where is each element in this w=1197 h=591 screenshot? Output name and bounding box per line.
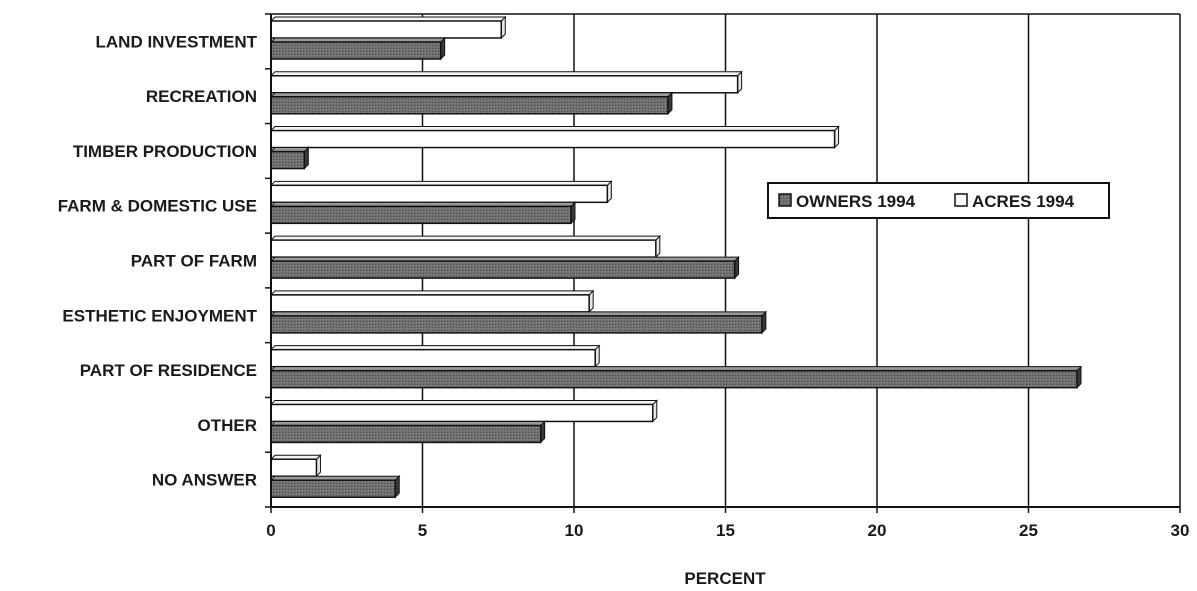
- owners-bar: [270, 260, 736, 279]
- acres-bar: [270, 294, 590, 313]
- owners-bar: [270, 315, 763, 334]
- axes: [265, 13, 1181, 513]
- category-labels: LAND INVESTMENT RECREATION TIMBER PRODUCTI…: [58, 32, 258, 489]
- legend-acres-label: ACRES 1994: [972, 192, 1075, 211]
- acres-bar: [270, 129, 836, 149]
- x-tick-label: 30: [1171, 521, 1190, 540]
- acres-bar: [270, 403, 654, 423]
- acres-bar: [270, 458, 318, 477]
- legend-acres-swatch: [954, 193, 968, 207]
- category-label: TIMBER PRODUCTION: [73, 142, 257, 161]
- owners-bar: [270, 369, 1078, 389]
- acres-bar: [270, 348, 596, 368]
- tick-labels: 0 5 10 15 20 25 30: [266, 521, 1189, 540]
- acres-bar: [270, 75, 739, 94]
- category-label: RECREATION: [146, 87, 257, 106]
- category-label: PART OF FARM: [131, 252, 257, 271]
- category-label: FARM & DOMESTIC USE: [58, 197, 257, 216]
- acres-bar: [270, 184, 609, 204]
- category-label: PART OF RESIDENCE: [80, 361, 257, 380]
- category-label: LAND INVESTMENT: [96, 32, 258, 51]
- legend-owners-swatch: [778, 193, 792, 207]
- owners-bar: [270, 150, 306, 170]
- category-label: OTHER: [198, 416, 258, 435]
- legend-box: [767, 182, 1110, 219]
- x-tick-label: 25: [1019, 521, 1038, 540]
- owners-bar: [270, 205, 572, 225]
- x-tick-label: 0: [266, 521, 275, 540]
- owners-bar: [270, 479, 396, 498]
- category-label: NO ANSWER: [152, 471, 257, 490]
- bars: [269, 15, 1083, 499]
- acres-bar: [270, 20, 503, 39]
- x-tick-label: 10: [565, 521, 584, 540]
- acres-bar: [270, 239, 657, 258]
- owners-bar: [270, 96, 669, 115]
- x-tick-label: 5: [418, 521, 427, 540]
- x-tick-label: 20: [868, 521, 887, 540]
- category-label: ESTHETIC ENJOYMENT: [62, 306, 257, 325]
- owners-bar: [270, 424, 542, 444]
- legend: OWNERS 1994 ACRES 1994: [767, 182, 1110, 219]
- x-tick-label: 15: [716, 521, 735, 540]
- owners-bar: [270, 41, 442, 60]
- x-axis-title: PERCENT: [684, 569, 766, 588]
- legend-owners-label: OWNERS 1994: [796, 192, 916, 211]
